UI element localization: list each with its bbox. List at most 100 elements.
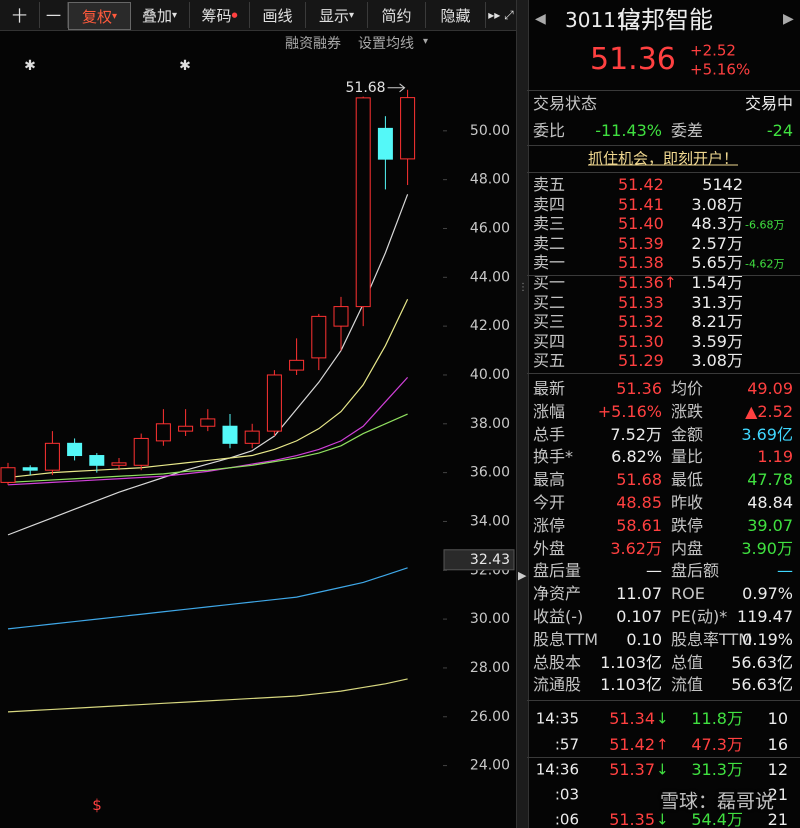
candle-body (377, 127, 393, 160)
stat-label: 股息率TTM (671, 629, 753, 649)
book-volume: 1.54万 (691, 273, 743, 292)
book-label: 卖五 (533, 175, 566, 194)
ma-line (7, 413, 408, 483)
collapse-arrow[interactable]: ▶ (518, 569, 527, 582)
more-button[interactable]: ▸▸ ⤢ (488, 7, 514, 22)
toolbar-button[interactable]: 十 (0, 2, 40, 28)
link[interactable]: 设置均线 (358, 36, 414, 52)
book-volume: 3.08万 (691, 194, 743, 214)
stat-label: 金额 (671, 424, 704, 444)
candle-body (155, 423, 171, 442)
kline-chart: ✱ ✱ $ 24.0026.0028.0030.0032.0034.0036.0… (0, 58, 515, 814)
book-label: 卖一 (533, 253, 566, 273)
toolbar-button[interactable]: 画线 (250, 2, 306, 28)
stat-label: 股息TTM (533, 629, 599, 649)
y-tick-label: 48.00 (470, 172, 510, 188)
stat-value: 48.85 (616, 493, 662, 512)
tick-price: 51.42 (609, 735, 655, 754)
separator (527, 90, 800, 91)
stat-label: 涨跌 (671, 401, 704, 421)
toolbar-button[interactable]: 一 (40, 2, 68, 28)
stat-label: 流值 (671, 675, 704, 695)
book-arrow: ↑ (664, 273, 677, 292)
stat-label: 收益(-) (533, 607, 584, 626)
splitter[interactable]: ⋮ ▶ (516, 0, 529, 828)
cursor-label: 32.43 (470, 552, 510, 568)
toolbar-button[interactable]: 简约 (368, 2, 426, 28)
ma-line (7, 377, 409, 486)
dropdown-caret: ▾ (111, 10, 118, 22)
weidiff-value: -24 (766, 121, 793, 140)
book-volume: 5142 (702, 175, 743, 194)
change: +2.52 (690, 41, 736, 60)
candle-body (266, 374, 282, 432)
ma-line (7, 567, 408, 630)
status-label: 交易状态 (533, 94, 598, 113)
promo-link[interactable]: 抓住机会，即刻开户！ (587, 149, 739, 168)
y-tick-label: 28.00 (470, 660, 510, 676)
stat-value: 56.63亿 (731, 652, 793, 672)
badge: ● (231, 11, 238, 19)
candle-body (44, 442, 60, 471)
stat-value: 0.107 (616, 607, 662, 626)
book-price: 51.42 (618, 175, 664, 194)
book-price: 51.32 (618, 312, 664, 332)
book-price: 51.38 (618, 253, 664, 273)
book-price: 51.30 (618, 331, 664, 351)
tick-volume: 11.8万 (691, 709, 743, 728)
tick-volume: 54.4万 (691, 810, 743, 828)
stat-value: 51.36 (616, 379, 662, 398)
toolbar-button[interactable]: 隐藏 (426, 2, 486, 28)
separator (527, 172, 800, 173)
stat-label: 涨幅 (533, 401, 566, 421)
stat-label: 最高 (533, 470, 566, 490)
candle-body (89, 455, 105, 466)
toolbar-button[interactable]: 复权 ▾ (68, 2, 131, 30)
book-label: 买二 (533, 292, 566, 312)
high-label: 51.68 (346, 80, 386, 96)
y-tick-label: 50.00 (470, 123, 510, 139)
tick-count: 12 (767, 760, 788, 779)
weibi-label: 委比 (533, 121, 566, 140)
stat-value: 58.61 (616, 515, 662, 535)
y-tick-label: 36.00 (470, 465, 510, 481)
book-volume: 8.21万 (691, 312, 743, 332)
stat-label: 最低 (671, 470, 704, 490)
stat-label: 外盘 (533, 538, 566, 558)
ma-line (7, 194, 409, 536)
nav-arrow[interactable]: ▶ (783, 11, 794, 27)
y-tick-label: 46.00 (470, 220, 510, 236)
button-label: 隐藏 (440, 6, 471, 25)
candle-body (178, 425, 194, 432)
stat-value: 51.68 (616, 470, 662, 490)
candle-body (222, 425, 238, 444)
toolbar-button[interactable]: 显示 ▾ (306, 2, 368, 28)
stat-value: 47.78 (747, 470, 793, 490)
toolbar-button[interactable]: 筹码 ● (190, 2, 250, 28)
stat-label: 盘后额 (671, 561, 720, 581)
toolbar-button[interactable]: 叠加 ▾ (130, 2, 190, 28)
candle-body (111, 462, 127, 466)
candle-body (200, 418, 216, 427)
y-tick-label: 34.00 (470, 513, 510, 529)
y-tick-label: 38.00 (470, 416, 510, 432)
high-arrow (387, 83, 406, 93)
button-label: 显示 (318, 6, 349, 25)
stat-label: ROE (671, 584, 705, 604)
tick-time: 14:35 (535, 709, 579, 728)
status-value: 交易中 (744, 94, 793, 113)
candle-body (0, 467, 16, 483)
ma-line (7, 678, 408, 713)
stat-value: — (777, 561, 793, 581)
nav-arrow[interactable]: ◀ (535, 11, 546, 27)
dropdown-caret: ▾ (423, 36, 429, 47)
separator (527, 145, 800, 146)
stat-label: 总手 (533, 424, 566, 444)
book-label: 卖三 (533, 214, 566, 234)
tick-arrow: ↓ (656, 760, 669, 779)
link[interactable]: 融资融券 (285, 36, 341, 52)
stat-value: 3.62万 (610, 538, 662, 558)
candle-body (22, 467, 38, 471)
stat-value: 0.10 (626, 629, 662, 649)
